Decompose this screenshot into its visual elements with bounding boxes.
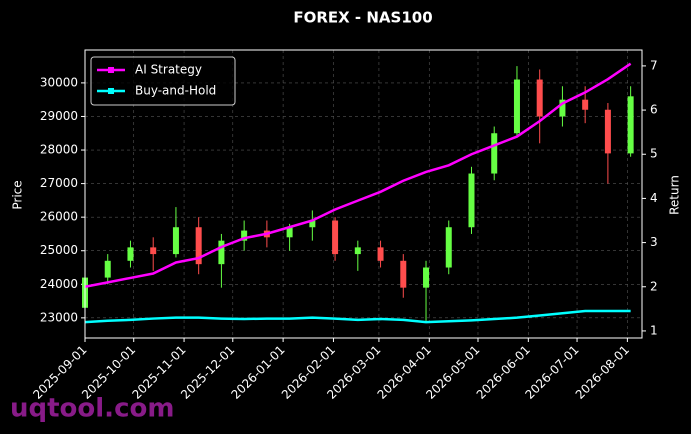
candle-body <box>150 247 157 255</box>
watermark: uqtool.com <box>10 394 174 424</box>
y2-tick-label: 6 <box>650 103 658 117</box>
series-line <box>84 309 631 324</box>
candle-body <box>423 267 430 288</box>
candle-body <box>536 79 543 117</box>
legend-label: AI Strategy <box>135 63 202 77</box>
candle-body <box>513 79 520 134</box>
y2-tick-label: 3 <box>650 235 658 249</box>
candle-body <box>127 247 134 261</box>
candle-body <box>377 247 384 261</box>
candle-body <box>286 227 293 238</box>
candle-body <box>104 260 111 278</box>
y-tick-label: 23000 <box>40 310 78 324</box>
legend: AI Strategy Buy-and-Hold <box>90 56 236 106</box>
candle-body <box>468 173 475 228</box>
candle-body <box>218 240 225 265</box>
y-tick-label: 26000 <box>40 210 78 224</box>
y2-tick-label: 2 <box>650 279 658 293</box>
y-tick-label: 24000 <box>40 277 78 291</box>
y-tick-label: 25000 <box>40 243 78 257</box>
candle-body <box>172 227 179 255</box>
y-tick-label: 28000 <box>40 143 78 157</box>
candle-body <box>582 99 589 110</box>
y-tick-label: 27000 <box>40 176 78 190</box>
candle-body <box>627 96 634 154</box>
y-tick-label: 30000 <box>40 75 78 89</box>
chart-title: FOREX - NAS100 <box>293 9 432 27</box>
candle-body <box>445 227 452 268</box>
y2-tick-label: 5 <box>650 147 658 161</box>
y-axis-label: Price <box>11 180 25 209</box>
candle-body <box>559 99 566 117</box>
candle-body <box>400 260 407 288</box>
candle-body <box>309 220 316 228</box>
candle-body <box>354 247 361 255</box>
candle-body <box>241 230 248 241</box>
legend-label: Buy-and-Hold <box>135 84 216 98</box>
candle-body <box>604 109 611 154</box>
plot-frame <box>84 49 643 339</box>
series-line <box>84 62 632 288</box>
y2-axis-label: Return <box>668 175 682 215</box>
candle-body <box>491 133 498 174</box>
legend-marker <box>108 67 114 73</box>
candle-body <box>332 220 339 255</box>
y2-tick-label: 1 <box>650 323 658 337</box>
y2-tick-label: 4 <box>650 191 658 205</box>
y2-tick-label: 7 <box>650 58 658 72</box>
legend-marker <box>108 88 114 94</box>
y-tick-label: 29000 <box>40 109 78 123</box>
legend-box <box>90 56 236 106</box>
candle-body <box>195 227 202 265</box>
